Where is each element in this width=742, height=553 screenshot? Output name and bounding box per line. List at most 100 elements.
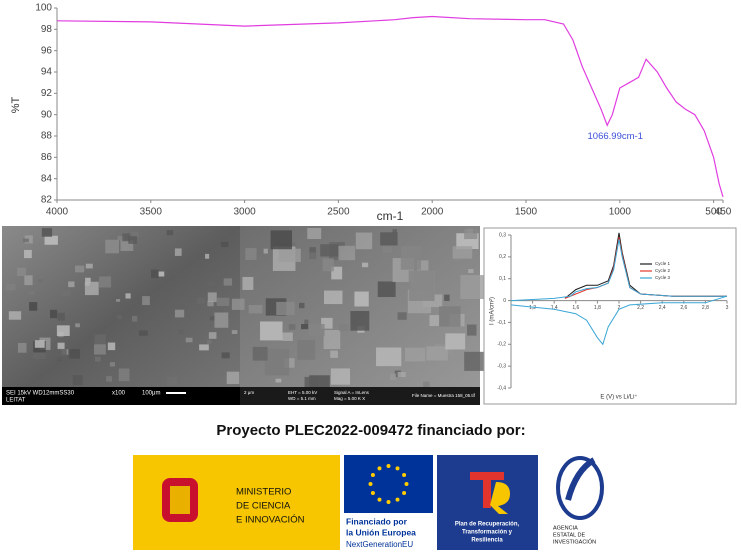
- sem-grain: [307, 228, 322, 240]
- sem-grain: [109, 362, 115, 367]
- sem-grain: [28, 290, 35, 295]
- sem-text: Mag = 5.00 K X: [334, 396, 365, 401]
- sem-grain: [376, 347, 402, 367]
- sem-text: EHT = 5.00 kV: [288, 390, 317, 395]
- sem-grain: [125, 293, 131, 299]
- sem-grain: [120, 240, 134, 252]
- y-tick-label: -0,4: [497, 385, 506, 391]
- logo-text: MINISTERIO: [236, 487, 291, 498]
- sem-grain: [105, 239, 119, 254]
- logo-text: AGENCIA: [553, 525, 578, 531]
- sem-text: x100: [112, 391, 126, 397]
- legend-label: Cycle 2: [655, 268, 671, 273]
- sem-grain: [260, 321, 283, 341]
- sem-grain: [380, 232, 398, 246]
- sem-grain: [304, 376, 319, 390]
- sem-grain: [94, 334, 106, 348]
- sem-grain: [85, 263, 93, 269]
- annotation: 1066.99cm-1: [588, 131, 643, 142]
- eu-star: [370, 473, 375, 477]
- sem-info-bar: [2, 387, 240, 405]
- y-axis-label: I (mA/cm²): [490, 297, 496, 325]
- cv-chart: E (V) vs Li/Li⁺ I (mA/cm²) -0,4 -0,3 -0,2 -…: [490, 232, 729, 400]
- sem-grain: [199, 344, 209, 351]
- sem-grain: [301, 324, 309, 330]
- sem-grain: [85, 277, 91, 284]
- sem-grain: [438, 306, 461, 327]
- sem-grain: [106, 376, 113, 382]
- y-tick-label: 86: [41, 152, 53, 163]
- logo-text: Transformación y: [462, 530, 513, 536]
- x-tick-label: 1,8: [594, 305, 601, 311]
- y-tick-label: 84: [41, 173, 53, 184]
- sem-grain: [84, 281, 99, 296]
- sem-grain: [75, 323, 80, 328]
- sem-grain: [429, 315, 440, 327]
- sem-grain: [452, 246, 473, 259]
- y-tick-label: 94: [41, 67, 53, 78]
- y-tick-label: 0,2: [499, 254, 506, 260]
- y-tick-label: 98: [41, 24, 53, 35]
- sem-grain: [138, 330, 148, 336]
- sem-grain: [309, 247, 316, 253]
- logo-text: DE CIENCIA: [236, 501, 291, 512]
- sem-grain: [270, 230, 293, 250]
- sem-grain: [308, 324, 325, 337]
- sem-grain: [221, 352, 230, 359]
- sem-grain: [151, 269, 159, 279]
- funding-title: Proyecto PLEC2022-009472 financiado por:: [216, 422, 525, 439]
- x-tick-label: 3000: [233, 207, 256, 218]
- sem-grain: [416, 260, 429, 272]
- y-tick-label: -0,3: [497, 363, 506, 369]
- sem-grain: [339, 324, 349, 332]
- sem-grain: [278, 248, 301, 262]
- eu-flag: [344, 455, 433, 513]
- sem-grain: [392, 229, 397, 233]
- x-tick-label: 2,4: [659, 305, 666, 311]
- sem-grain: [354, 291, 369, 307]
- sem-grain: [245, 248, 257, 260]
- sem-grain: [17, 267, 27, 277]
- sem-grain: [330, 350, 338, 358]
- x-axis-label: E (V) vs Li/Li⁺: [600, 394, 637, 401]
- sem-text: SEI 15kV WD12mmSS30: [6, 391, 75, 397]
- aei-mark: [556, 456, 604, 520]
- logo-text: E INNOVACIÓN: [236, 515, 305, 526]
- logo-text: NextGenerationEU: [346, 540, 413, 549]
- sem-grain: [131, 231, 139, 238]
- x-axis-label: cm-1: [377, 209, 404, 223]
- y-tick-label: 0,1: [499, 276, 506, 282]
- sem-grain: [321, 317, 333, 329]
- sem-text: 100μm: [142, 391, 160, 397]
- sem-grain: [220, 241, 229, 248]
- sem-text: 2 μm: [244, 390, 254, 395]
- sem-grain: [397, 312, 407, 320]
- eu-star: [395, 497, 400, 502]
- sem-grain: [284, 358, 295, 368]
- series-line: [510, 239, 728, 346]
- sem-grain: [467, 324, 477, 336]
- sem-grain: [68, 281, 75, 288]
- sem-grain: [37, 279, 43, 283]
- sem-grain: [209, 316, 215, 321]
- y-axis-label: %T: [10, 96, 22, 113]
- logo-text: INVESTIGACIÓN: [553, 538, 596, 545]
- sem-grain: [323, 330, 341, 350]
- sem-grain: [107, 342, 116, 351]
- sem-grain: [423, 381, 430, 388]
- legend-label: Cycle 1: [655, 261, 671, 266]
- eu-star: [386, 500, 391, 504]
- sem-grain: [131, 315, 138, 322]
- sem-grain: [75, 265, 85, 273]
- sem-grain: [460, 275, 484, 300]
- sem-grain: [276, 301, 295, 316]
- eu-star: [368, 482, 373, 486]
- y-tick-label: 88: [41, 131, 53, 142]
- sem-grain: [408, 270, 435, 301]
- x-tick-label: 1,6: [572, 305, 579, 311]
- sem-grain: [174, 248, 182, 256]
- sem-grain: [196, 297, 206, 305]
- sem-grain: [400, 246, 422, 270]
- sem-grain: [57, 312, 65, 321]
- sem-grain: [464, 229, 478, 240]
